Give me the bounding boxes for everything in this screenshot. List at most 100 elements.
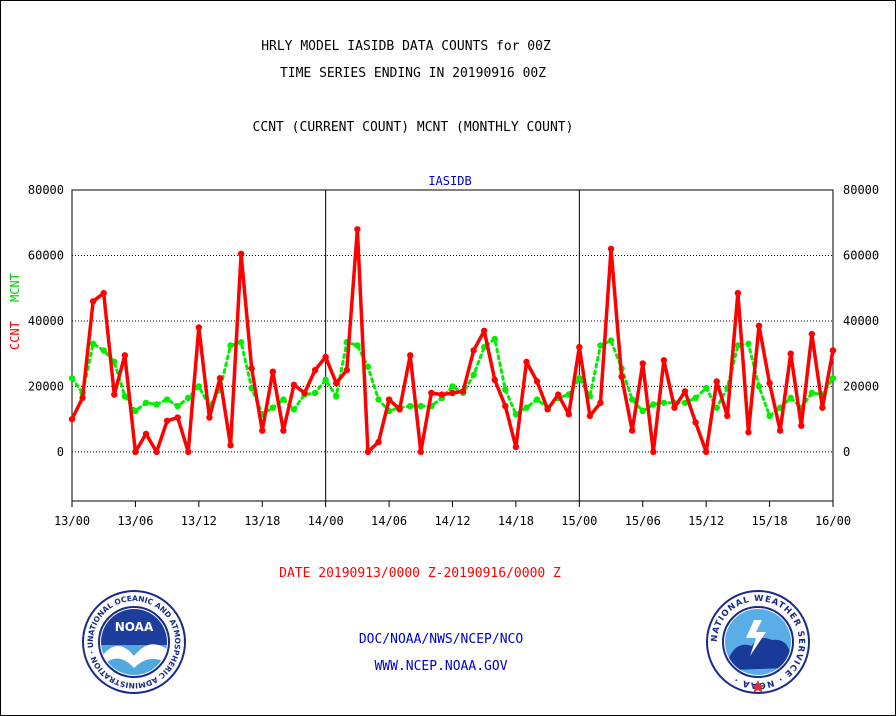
ccnt-point (660, 357, 668, 364)
ccnt-point (639, 360, 646, 367)
mcnt-point (523, 404, 530, 411)
x-tick-label: 13/06 (117, 514, 153, 528)
ccnt-point (407, 352, 414, 359)
ccnt-point (565, 411, 572, 418)
ccnt-point (259, 427, 266, 434)
ccnt-point (206, 414, 213, 421)
y-tick-label-right: 60000 (843, 248, 879, 262)
mcnt-point (322, 376, 329, 384)
ccnt-point (163, 417, 171, 424)
ccnt-point (269, 368, 277, 375)
mcnt-point (533, 396, 541, 403)
axes (71, 189, 834, 507)
y-tick-label-left: 0 (57, 445, 64, 459)
ccnt-point (755, 322, 763, 330)
x-tick-label: 16/00 (815, 514, 851, 528)
grid-lines (72, 189, 833, 453)
mcnt-point (121, 393, 129, 400)
ccnt-point (533, 378, 541, 385)
x-tick-label: 14/12 (434, 514, 470, 528)
mcnt-point (808, 389, 816, 397)
ccnt-point (776, 427, 784, 434)
ccnt-point (280, 427, 287, 434)
ccnt-series-line (70, 227, 835, 454)
ccnt-point (333, 379, 340, 387)
ccnt-point (79, 394, 86, 402)
mcnt-point (755, 383, 763, 390)
mcnt-point (502, 386, 509, 393)
ccnt-point (671, 404, 678, 411)
mcnt-point (417, 402, 424, 410)
y-tick-label-right: 80000 (843, 183, 879, 197)
ccnt-point (459, 388, 467, 395)
ccnt-point (544, 406, 551, 413)
mcnt-point (766, 412, 773, 420)
ccnt-point (142, 430, 150, 438)
y-axis-label-ccnt: CCNT (8, 321, 22, 350)
x-tick-label: 15/06 (625, 514, 661, 528)
x-tick-label: 14/06 (371, 514, 407, 528)
mcnt-point (597, 342, 604, 349)
mcnt-point (132, 407, 139, 415)
ccnt-point (311, 366, 319, 374)
ccnt-point (216, 375, 224, 382)
x-tick-label: 14/00 (308, 514, 344, 528)
axis-labels: 13/00 13/06 13/12 13/18 14/00 14/06 14/12 14/18… (28, 183, 879, 528)
mcnt-point (142, 399, 150, 406)
mcnt-point (375, 396, 382, 403)
mcnt-point (290, 406, 298, 413)
ccnt-point (724, 412, 731, 420)
ccnt-point (237, 250, 245, 258)
x-tick-label: 15/00 (561, 514, 597, 528)
website-link[interactable]: WWW.NCEP.NOAA.GOV (374, 659, 508, 674)
ccnt-point (89, 298, 97, 305)
ccnt-point (100, 289, 107, 297)
x-tick-label: 13/18 (244, 514, 280, 528)
mcnt-point (628, 396, 636, 403)
ccnt-point (681, 388, 689, 395)
ccnt-point (650, 448, 657, 456)
ccnt-point (385, 396, 393, 403)
ccnt-point (554, 391, 562, 398)
y-tick-label-left: 20000 (28, 379, 64, 393)
mcnt-point (650, 401, 657, 408)
ccnt-point (301, 389, 308, 397)
date-range-label: DATE 20190913/0000 Z-20190916/0000 Z (279, 566, 561, 581)
ccnt-point (628, 427, 636, 434)
ccnt-point (491, 376, 498, 384)
mcnt-point (639, 407, 646, 415)
agency-path-link[interactable]: DOC/NOAA/NWS/NCEP/NCO (358, 632, 524, 647)
ccnt-point (713, 378, 720, 385)
ccnt-point (692, 419, 699, 426)
mcnt-point (449, 383, 456, 390)
mcnt-point (354, 342, 361, 349)
nws-logo: NATIONAL WEATHER SERVICE · NOAA · (706, 590, 810, 694)
y-tick-label-left: 60000 (28, 248, 64, 262)
mcnt-point (470, 371, 477, 379)
mcnt-point (237, 339, 245, 346)
ccnt-point (343, 366, 351, 374)
x-tick-label: 14/18 (498, 514, 534, 528)
ccnt-point (481, 327, 488, 334)
mcnt-point (713, 404, 720, 411)
mcnt-point (311, 389, 319, 397)
ccnt-point (68, 415, 76, 423)
ccnt-point (512, 443, 520, 451)
y-tick-label-right: 40000 (843, 314, 879, 328)
ccnt-point (322, 353, 329, 361)
noaa-logo-text: NOAA (115, 620, 154, 634)
chart-title-line2: TIME SERIES ENDING IN 20190916 00Z (279, 66, 547, 81)
y-axis-label-mcnt: MCNT (8, 273, 22, 302)
y-tick-label-left: 40000 (28, 314, 64, 328)
ccnt-point (449, 389, 456, 397)
mcnt-point (692, 394, 699, 402)
mcnt-point (829, 375, 837, 382)
ccnt-point (121, 352, 129, 359)
mcnt-point (491, 335, 498, 343)
ccnt-point (808, 330, 816, 338)
mcnt-point (185, 394, 192, 402)
ccnt-point (438, 391, 446, 398)
chart-subtitle: CCNT (CURRENT COUNT) MCNT (MONTHLY COUNT… (252, 120, 574, 135)
x-tick-label: 13/00 (54, 514, 90, 528)
